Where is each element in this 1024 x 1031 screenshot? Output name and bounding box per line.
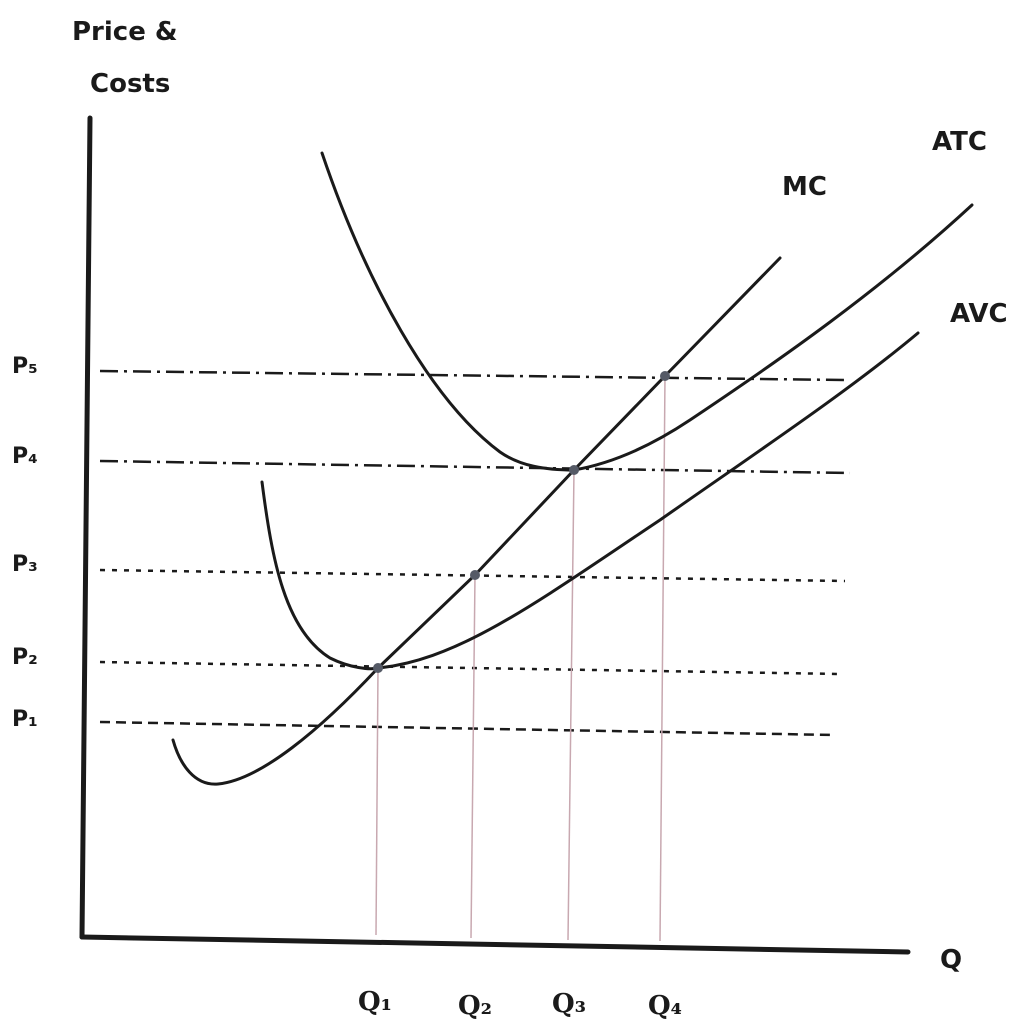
price-label-p3: P₃	[12, 552, 38, 577]
quantity-label-q3: Q₃	[552, 989, 586, 1019]
quantity-label-q2: Q₂	[458, 991, 492, 1021]
point-q3-p4	[569, 465, 579, 475]
quantity-line-q4	[659, 375, 666, 942]
curve-label-mc: MC	[782, 172, 827, 202]
price-label-p4: P₄	[12, 444, 38, 469]
price-line-p1	[99, 720, 836, 737]
price-line-p5	[99, 369, 846, 382]
y-axis-title-line2: Costs	[90, 69, 170, 99]
quantity-label-q1: Q₁	[358, 987, 392, 1017]
quantity-label-q4: Q₄	[648, 991, 682, 1021]
price-line-p4	[99, 459, 851, 475]
mc-curve	[171, 256, 782, 786]
price-line-p2	[99, 660, 841, 676]
x-axis	[79, 934, 911, 955]
price-label-p5: P₅	[12, 354, 38, 379]
quantity-line-q1	[375, 667, 379, 936]
avc-curve	[260, 331, 920, 671]
price-label-p2: P₂	[12, 645, 38, 670]
price-label-p1: P₁	[12, 707, 38, 732]
quantity-line-q3	[567, 469, 575, 941]
point-q2-p3	[470, 570, 480, 580]
atc-curve	[320, 151, 974, 472]
point-q4-p5	[660, 371, 670, 381]
curve-label-atc: ATC	[932, 127, 987, 157]
x-axis-title: Q	[940, 945, 962, 975]
point-q1-p2	[373, 663, 383, 673]
quantity-line-q2	[470, 574, 476, 939]
curve-label-avc: AVC	[950, 299, 1008, 329]
y-axis	[79, 115, 93, 940]
y-axis-title-line1: Price &	[72, 17, 178, 47]
